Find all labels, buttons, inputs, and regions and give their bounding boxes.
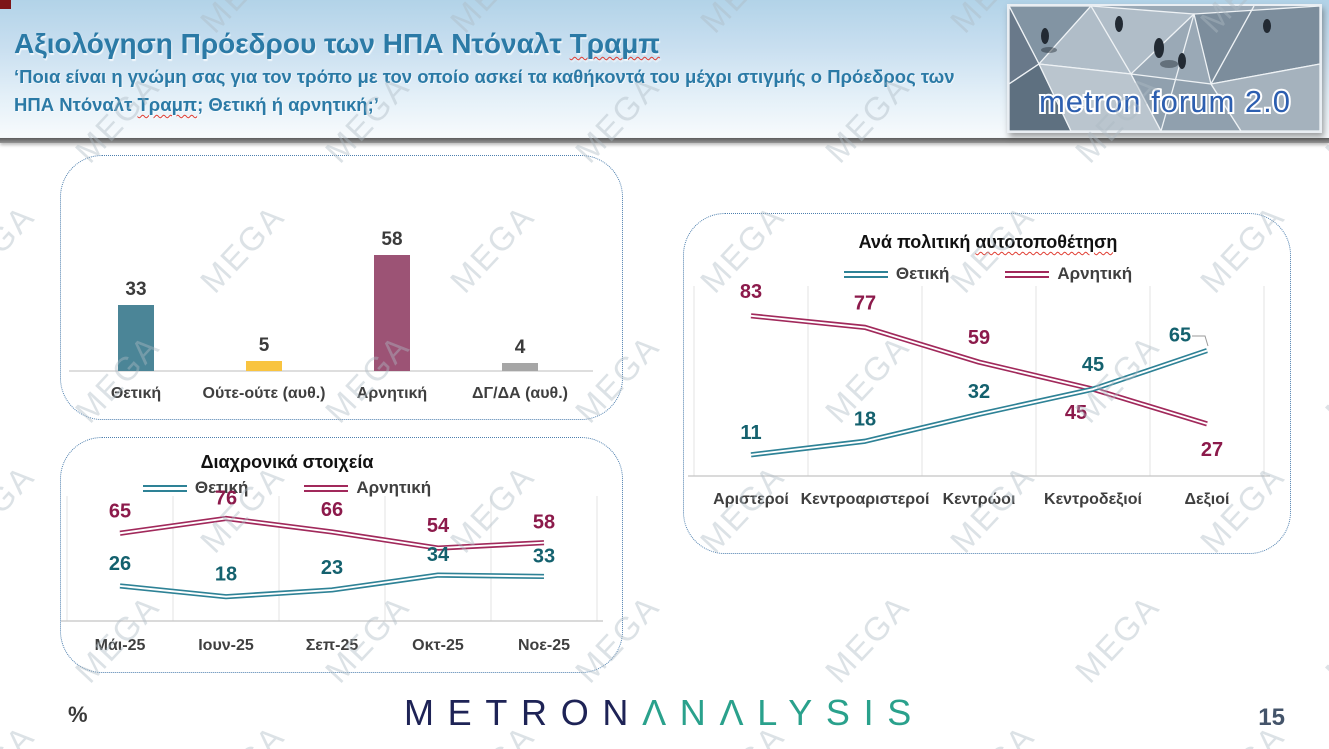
bar-value-label: 33 <box>125 279 146 300</box>
bar-value-label: 5 <box>259 335 270 356</box>
politics-title-main: Ανά πολιτική <box>858 232 976 252</box>
point-label-Θετική: 45 <box>1082 354 1104 376</box>
page-title-spellcheck: Τραμπ <box>569 28 660 59</box>
legend-label-positive: Θετική <box>895 264 950 283</box>
bar-category-label: Αρνητική <box>357 385 427 402</box>
category-label: Αριστεροί <box>713 491 789 508</box>
legend-item-positive: Θετική <box>142 478 249 498</box>
point-label-Αρνητική: 83 <box>740 281 762 303</box>
point-label-Αρνητική: 27 <box>1201 439 1223 461</box>
mega-watermark: MEGA <box>817 587 917 690</box>
series-line-core <box>750 349 1208 456</box>
corner-accent <box>0 0 11 9</box>
bar-3 <box>502 363 538 371</box>
category-label: Κεντρώοι <box>943 491 1016 508</box>
point-label-Αρνητική: 77 <box>854 292 876 314</box>
legend-label-negative: Αρνητική <box>356 478 432 497</box>
category-label: Οκτ-25 <box>412 637 464 654</box>
series-line-core <box>750 314 1208 425</box>
category-label: Δεξιοί <box>1185 491 1230 508</box>
politics-title-spellcheck: αυτοτοποθέτηση <box>975 232 1118 252</box>
page-title: Αξιολόγηση Πρόεδρου των ΗΠΑ Ντόναλτ Τραμ… <box>14 28 660 60</box>
percent-unit-label: % <box>68 702 88 727</box>
point-label-Θετική: 11 <box>740 422 761 444</box>
point-label-Αρνητική: 66 <box>321 499 343 521</box>
subtitle-spellcheck: Τραμπ <box>137 93 198 115</box>
legend-label-positive: Θετική <box>194 478 249 497</box>
panel-trend-chart: Διαχρονικά στοιχεία Θετική Αρνητική 26 18… <box>60 437 623 673</box>
header-divider <box>0 138 1329 143</box>
mega-watermark: MEGA <box>1317 587 1329 690</box>
bar-category-label: ΔΓ/ΔΑ (αυθ.) <box>472 385 568 402</box>
point-label-Αρνητική: 65 <box>109 500 131 522</box>
politics-line-chart: 11 18 32 45 65 83 77 59 45 27 Αριστεροί Κεντροαριστ… <box>688 281 1270 508</box>
point-label-Θετική: 34 <box>427 544 450 566</box>
legend-item-positive: Θετική <box>843 264 950 284</box>
bar-0 <box>118 305 154 371</box>
page-number: 15 <box>1258 704 1285 731</box>
legend-label-negative: Αρνητική <box>1057 264 1133 283</box>
people-silhouettes <box>1041 16 1271 69</box>
bar-category-label: Θετική <box>111 385 161 402</box>
panel-politics-chart: Ανά πολιτική αυτοτοποθέτηση Θετική Αρνητ… <box>683 213 1291 554</box>
trend-legend: Θετική Αρνητική <box>61 478 513 498</box>
category-label: Σεπ-25 <box>306 637 359 654</box>
positive-line-swatch <box>843 270 888 278</box>
page-title-main: Αξιολόγηση Πρόεδρου των ΗΠΑ Ντόναλτ <box>14 28 570 59</box>
politics-chart-title: Ανά πολιτική αυτοτοποθέτηση <box>684 232 1292 253</box>
point-label-Θετική: 32 <box>968 381 990 403</box>
mega-watermark: MEGA <box>1067 587 1167 690</box>
point-label-Θετική: 26 <box>109 553 131 575</box>
trend-line-chart: 26 18 23 34 33 65 76 66 54 58 Μάι-25 Ιουν-25 Σεπ-25 Ο… <box>61 487 603 654</box>
point-label-Θετική: 18 <box>215 564 237 586</box>
politics-legend: Θετική Αρνητική <box>684 264 1292 284</box>
brand-metron: METRON <box>404 692 643 733</box>
series-line-core <box>119 574 545 598</box>
negative-line-swatch <box>1005 270 1050 278</box>
category-label: Κεντροαριστεροί <box>801 491 930 508</box>
series-line-Αρνητική <box>119 515 545 551</box>
point-label-Θετική: 33 <box>533 545 555 567</box>
point-label-Αρνητική: 76 <box>215 487 237 509</box>
bar-category-label: Ούτε-ούτε (αυθ.) <box>203 385 326 402</box>
point-label-Αρνητική: 45 <box>1065 402 1087 424</box>
category-label: Μάι-25 <box>95 637 146 654</box>
mega-watermark: MEGA <box>0 197 42 300</box>
category-label: Ιουν-25 <box>198 637 254 654</box>
category-label: Κεντροδεξιοί <box>1044 491 1142 508</box>
bar-value-label: 58 <box>381 229 402 250</box>
point-label-Θετική: 18 <box>854 408 876 430</box>
brand-analysis: ΛNΛLYSIS <box>642 692 925 733</box>
positive-line-swatch <box>142 484 187 492</box>
point-label-Αρνητική: 54 <box>427 515 450 537</box>
point-label-Θετική: 65 <box>1169 325 1191 347</box>
point-label-Θετική: 23 <box>321 557 343 579</box>
forum-logo-text: metron forum 2.0 <box>1039 84 1291 119</box>
legend-item-negative: Αρνητική <box>1005 264 1132 284</box>
page-subtitle: ‘Ποια είναι η γνώμη σας για τον τρόπο με… <box>14 63 994 119</box>
mega-watermark: MEGA <box>0 457 42 560</box>
point-label-Αρνητική: 58 <box>533 512 555 534</box>
bar-1 <box>246 361 282 371</box>
subtitle-part1: ‘Ποια είναι η γνώμη σας για τον τρόπο με… <box>14 66 955 115</box>
bar-value-label: 4 <box>515 337 526 358</box>
subtitle-part2: ; Θετική ή αρνητική;’ <box>197 93 379 115</box>
overall-bar-chart: 33 Θετική 5 Ούτε-ούτε (αυθ.) 58 Αρνητική 4 ΔΓ/Δ… <box>69 229 593 402</box>
point-label-Αρνητική: 59 <box>968 327 990 349</box>
forum-logo-image: metron forum 2.0 <box>1009 6 1320 131</box>
panel-overall-bar-chart: 33 Θετική 5 Ούτε-ούτε (αυθ.) 58 Αρνητική 4 ΔΓ/Δ… <box>60 155 623 420</box>
mega-watermark: MEGA <box>1317 327 1329 430</box>
bar-2 <box>374 255 410 371</box>
metron-forum-logo: metron forum 2.0 <box>1007 4 1322 133</box>
negative-line-swatch <box>304 484 349 492</box>
series-line-core <box>119 517 545 550</box>
label-leader-line <box>1192 335 1209 347</box>
legend-item-negative: Αρνητική <box>304 478 431 498</box>
category-label: Νοε-25 <box>518 637 570 654</box>
metron-analysis-logo: METRONΛNΛLYSIS <box>0 692 1329 734</box>
trend-chart-title: Διαχρονικά στοιχεία <box>200 452 374 472</box>
